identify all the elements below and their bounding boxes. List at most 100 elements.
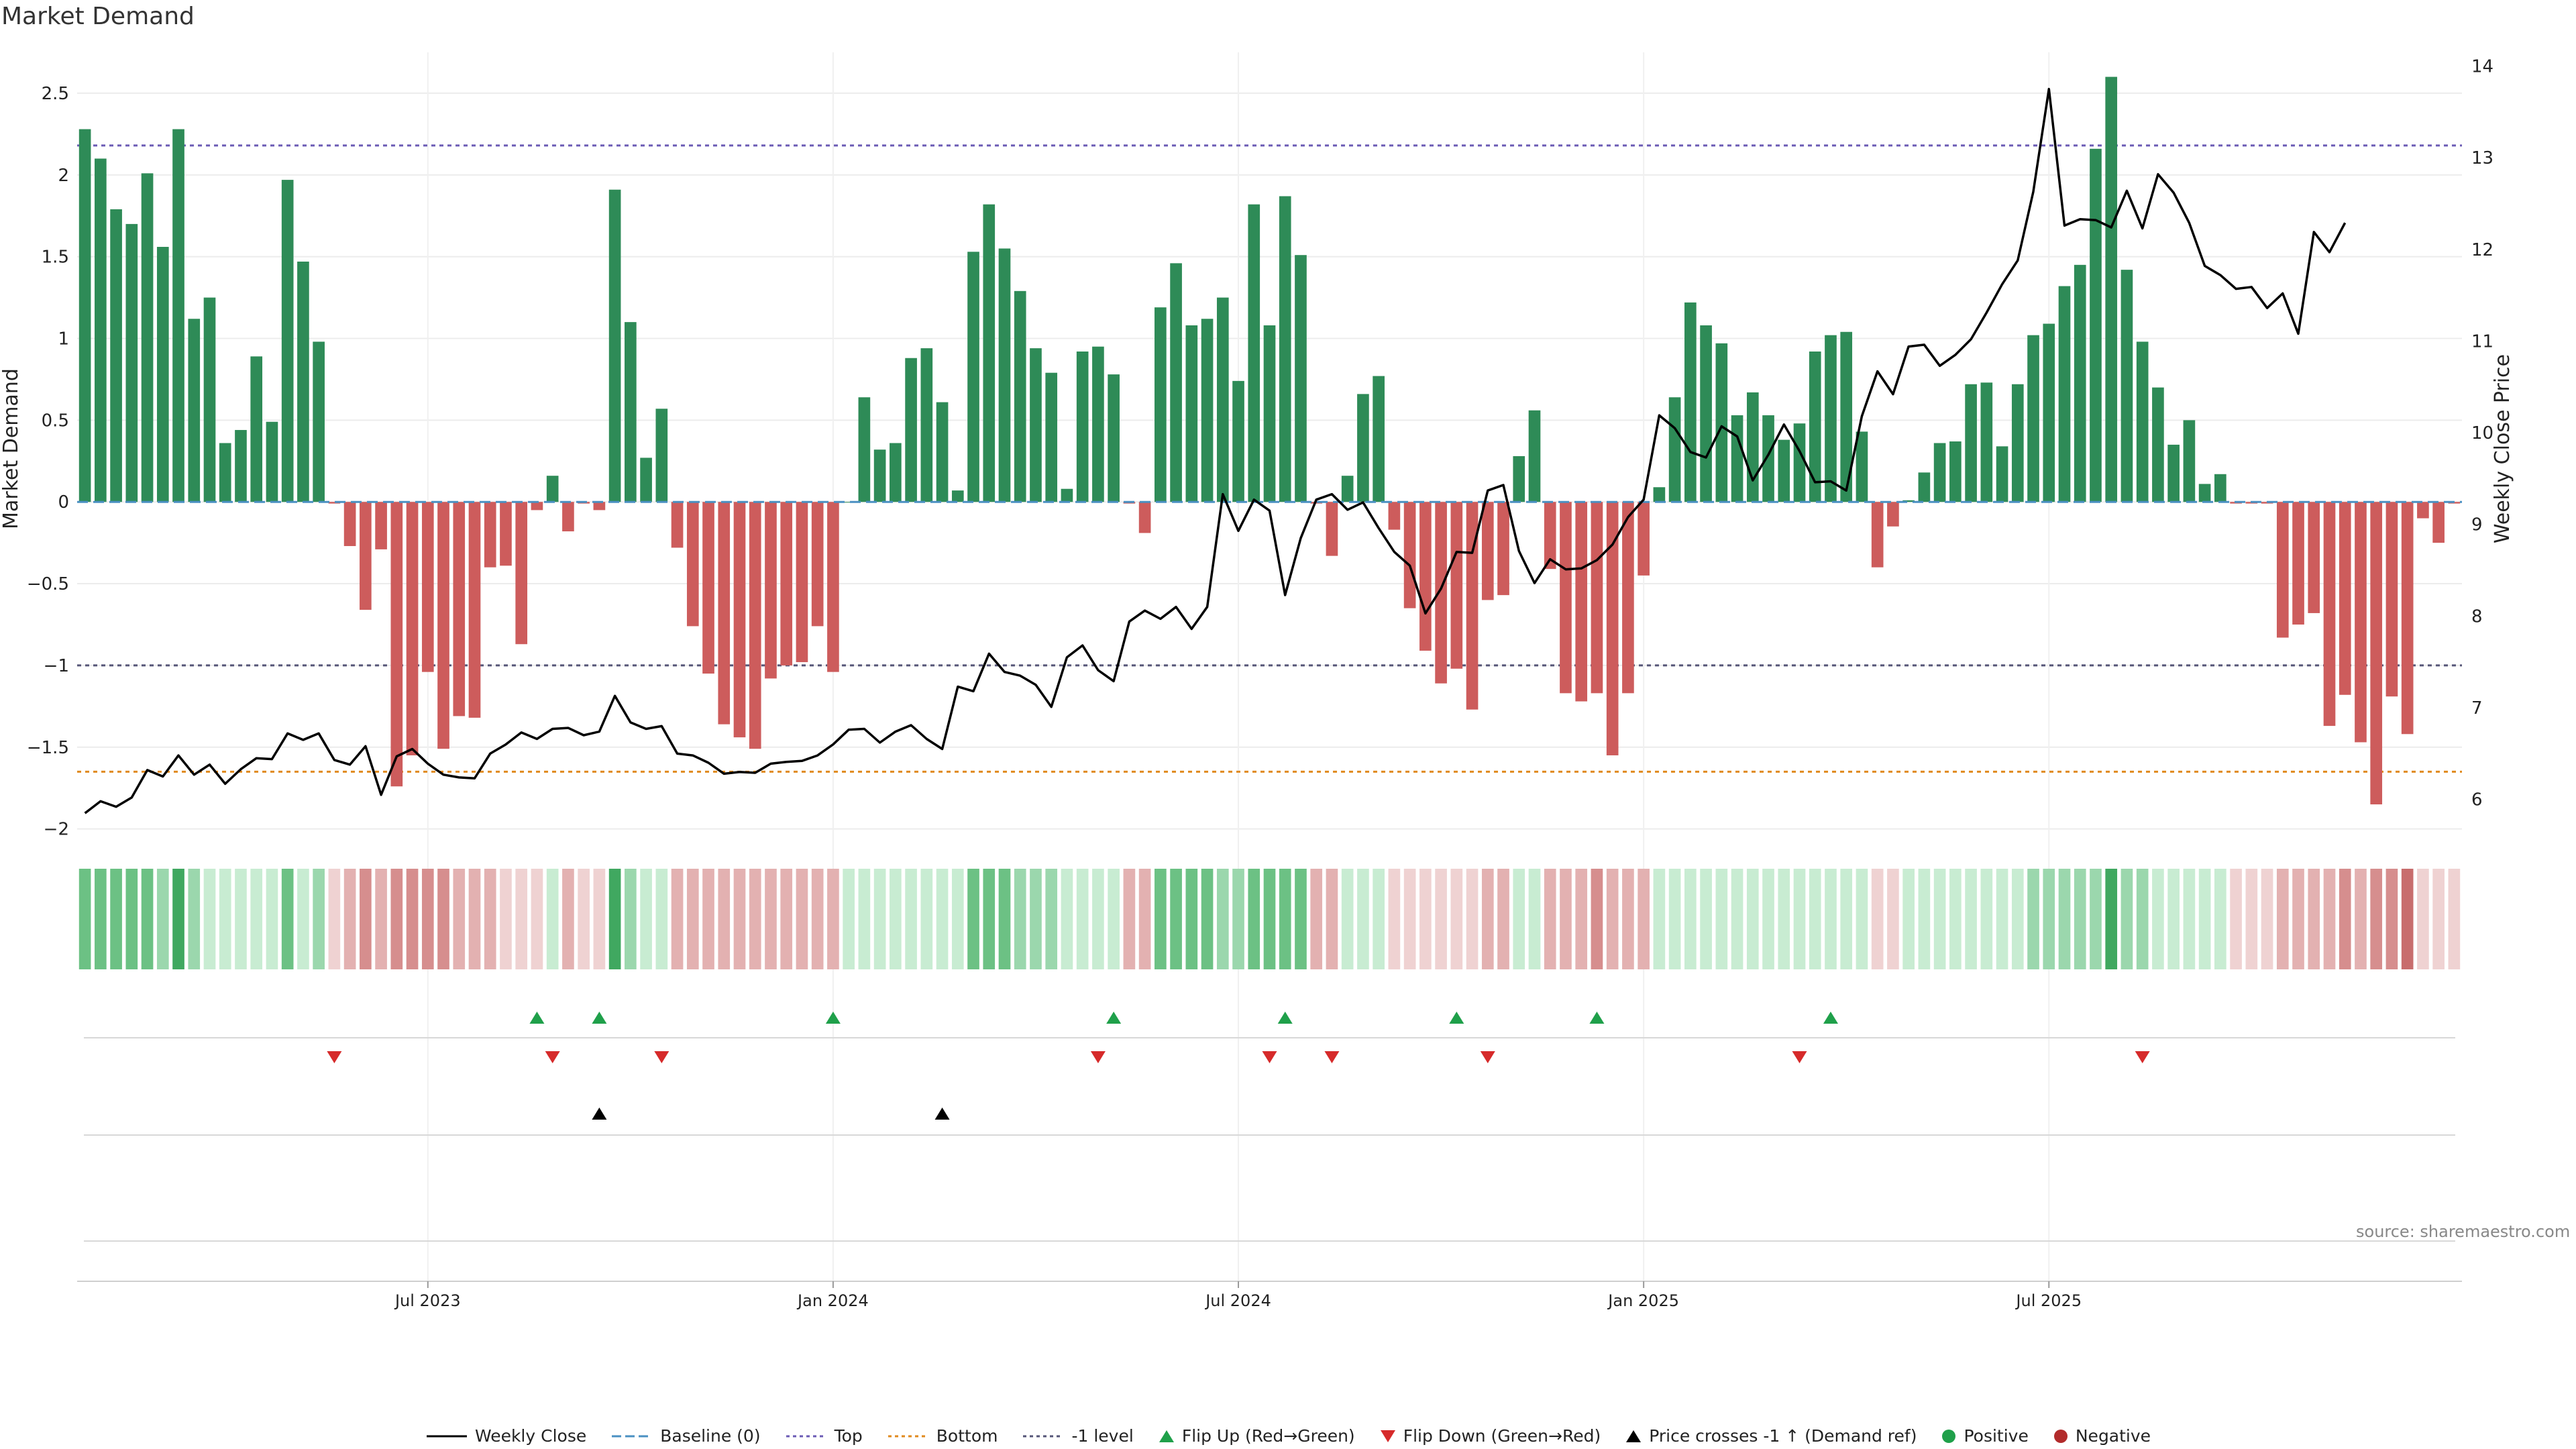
chart-legend: Weekly Close Baseline (0) Top Bottom -1 leve…	[0, 1426, 2576, 1446]
strip-cell	[1357, 869, 1369, 969]
demand-bar	[141, 173, 154, 502]
y-tick-label: 2.5	[42, 84, 69, 104]
demand-bar	[1248, 204, 1260, 502]
strip-cell	[890, 869, 902, 969]
strip-cell	[1560, 869, 1572, 969]
demand-bar	[2105, 76, 2118, 502]
demand-bar	[360, 502, 372, 610]
y2-tick-label: 13	[2471, 148, 2493, 168]
demand-bar	[811, 502, 824, 627]
demand-bar	[2152, 387, 2164, 502]
legend-item: Negative	[2053, 1426, 2151, 1446]
legend-item: Positive	[1941, 1426, 2029, 1446]
strip-cell	[2027, 869, 2039, 969]
strip-cell	[2090, 869, 2102, 969]
demand-bar	[1497, 502, 1509, 596]
y-tick-label: 1	[58, 329, 69, 349]
demand-bar	[390, 502, 403, 787]
strip-cell	[578, 869, 590, 969]
demand-bar	[951, 490, 964, 502]
strip-cell	[203, 869, 216, 969]
demand-bar	[1606, 502, 1619, 755]
strip-cell	[328, 869, 341, 969]
demand-bar	[125, 223, 138, 502]
demand-bar	[2276, 502, 2289, 638]
demand-bar	[1965, 384, 1977, 502]
strip-cell	[250, 869, 263, 969]
demand-bar	[328, 502, 341, 504]
demand-bar	[686, 502, 699, 627]
strip-cell	[2043, 869, 2055, 969]
legend-swatch-icon	[786, 1435, 826, 1437]
strip-cell	[546, 869, 559, 969]
strip-cell	[141, 869, 154, 969]
demand-bar	[1295, 255, 1307, 502]
demand-bar	[702, 502, 714, 674]
flip-down-marker	[2135, 1051, 2150, 1063]
demand-bar	[1045, 372, 1058, 502]
demand-bar	[936, 402, 949, 502]
y2-tick-label: 7	[2471, 698, 2483, 718]
demand-bar	[1684, 302, 1697, 502]
source-note: source: sharemaestro.com	[2356, 1222, 2571, 1241]
strip-cell	[1014, 869, 1026, 969]
strip-cell	[2167, 869, 2180, 969]
strip-cell	[1216, 869, 1229, 969]
y-axis-label: Market Demand	[0, 368, 23, 529]
flip-up-marker	[592, 1012, 607, 1024]
strip-cell	[1528, 869, 1541, 969]
strip-cell	[2136, 869, 2149, 969]
demand-bar	[2074, 264, 2086, 502]
signal-markers	[84, 1012, 2455, 1242]
strip-cell	[1606, 869, 1619, 969]
strip-cell	[1622, 869, 1634, 969]
demand-bar	[1591, 502, 1603, 694]
strip-cell	[1108, 869, 1120, 969]
demand-bar	[1778, 439, 1790, 502]
strip-cell	[2230, 869, 2242, 969]
demand-bar	[156, 247, 169, 502]
demand-bar	[1933, 443, 1946, 502]
demand-bar	[2355, 502, 2367, 743]
legend-item: Flip Up (Red→Green)	[1158, 1426, 1355, 1446]
strip-cell	[1263, 869, 1276, 969]
strip-cell	[313, 869, 325, 969]
strip-cell	[1638, 869, 1650, 969]
strip-cell	[1513, 869, 1525, 969]
strip-cell	[390, 869, 403, 969]
strip-cell	[1497, 869, 1509, 969]
demand-bar	[468, 502, 481, 718]
demand-bar	[796, 502, 808, 663]
strip-cell	[1435, 869, 1447, 969]
strip-cell	[1918, 869, 1931, 969]
strip-cell	[1996, 869, 2008, 969]
legend-swatch-icon	[426, 1435, 467, 1437]
flip-up-marker	[825, 1012, 841, 1024]
demand-bar	[1575, 502, 1588, 702]
demand-bar	[188, 319, 201, 502]
legend-label: Flip Up (Red→Green)	[1181, 1426, 1355, 1446]
demand-bar	[1762, 415, 1774, 502]
strip-cell	[1138, 869, 1151, 969]
strip-cell	[2370, 869, 2383, 969]
strip-cell	[1481, 869, 1494, 969]
demand-bar	[2058, 286, 2071, 502]
strip-cell	[1700, 869, 1712, 969]
strip-cell	[1201, 869, 1214, 969]
strip-cell	[1793, 869, 1806, 969]
strip-cell	[78, 869, 91, 969]
x-tick-label: Jan 2024	[796, 1291, 869, 1310]
demand-bar	[1076, 351, 1089, 502]
demand-bar	[905, 358, 917, 502]
demand-bar	[343, 502, 356, 547]
demand-bar	[2011, 384, 2024, 502]
demand-bar	[1528, 410, 1541, 502]
strip-cell	[733, 869, 746, 969]
strip-cell	[811, 869, 824, 969]
strip-cell	[406, 869, 419, 969]
demand-bar	[1638, 502, 1650, 576]
demand-bar	[110, 209, 122, 502]
demand-bar	[998, 248, 1011, 502]
strip-cell	[297, 869, 309, 969]
strip-cell	[1123, 869, 1136, 969]
